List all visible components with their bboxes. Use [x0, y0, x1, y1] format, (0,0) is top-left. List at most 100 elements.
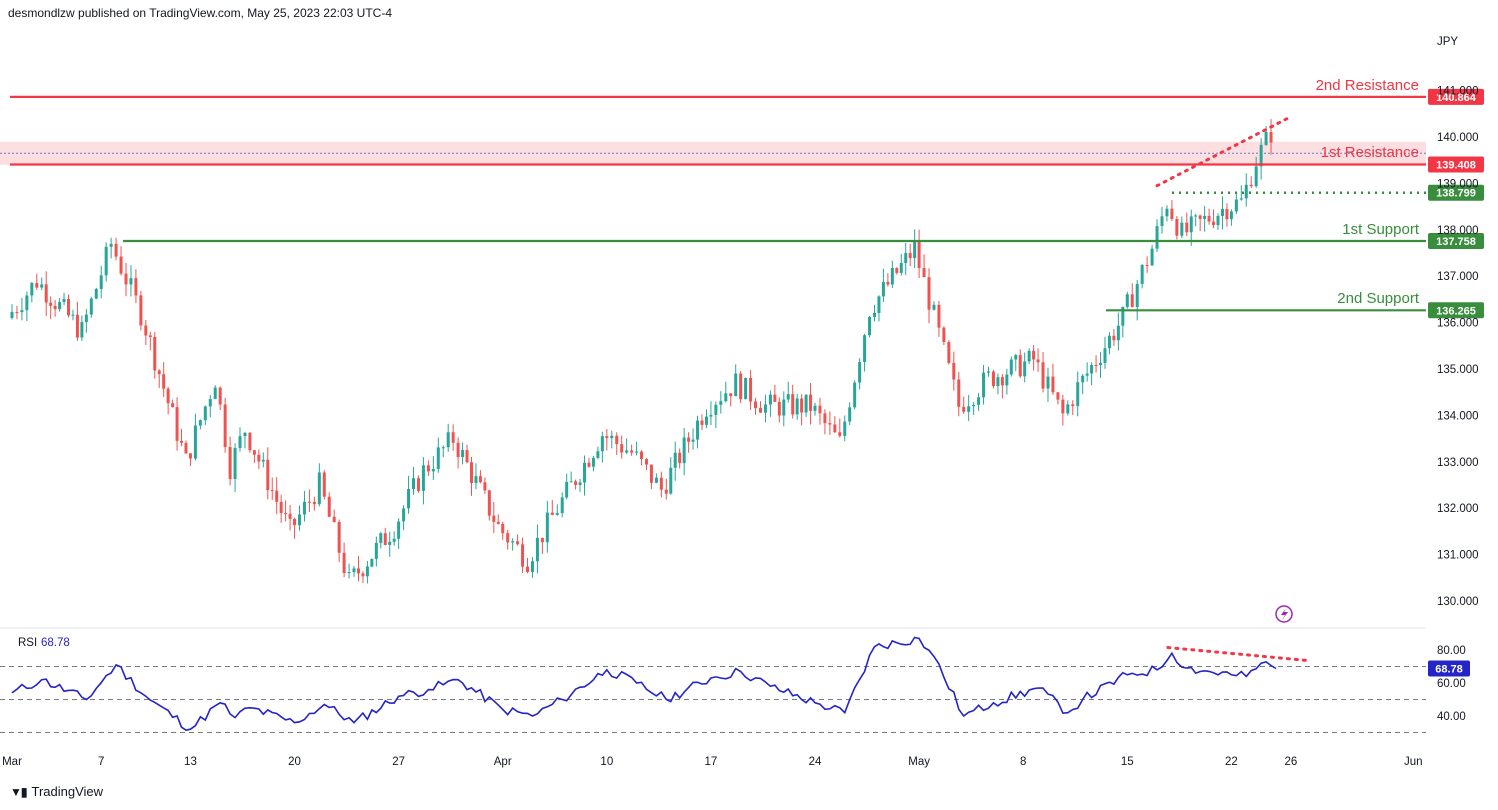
candle-body [175, 407, 179, 441]
candle-body [71, 314, 75, 316]
candle-body [1107, 335, 1111, 349]
candle-body [904, 253, 908, 263]
candle-body [388, 541, 392, 545]
candle-body [279, 501, 283, 514]
candle-body [596, 451, 600, 458]
candle-body [119, 256, 123, 274]
candle-body [758, 408, 762, 413]
price-tick-label: 140.000 [1437, 132, 1479, 144]
candle-body [795, 398, 799, 415]
time-axis[interactable]: Mar 7 13 20 27 Apr 10 17 24 May 8 15 22 26 Jun [2, 756, 1422, 768]
candle-body [134, 278, 138, 296]
level-label-r1: 1st Resistance [1321, 144, 1419, 161]
candle-body [987, 371, 991, 373]
candle-body [635, 451, 639, 453]
candle-body [881, 281, 885, 297]
price-divergence-line [1155, 114, 1294, 188]
price-tick-label: 131.000 [1437, 550, 1479, 562]
candle-body [129, 278, 133, 285]
candle-body [550, 512, 554, 515]
candle-body [530, 561, 534, 572]
candle-body [1094, 364, 1098, 366]
candle-body [49, 302, 53, 306]
candle-body [535, 537, 539, 562]
rsi-title: RSI [18, 637, 37, 649]
candlestick-series[interactable] [10, 119, 1273, 584]
candle-body [1155, 226, 1159, 249]
candle-body [114, 243, 118, 257]
candle-body [610, 435, 614, 439]
level-tag-text-r1: 139.408 [1436, 159, 1476, 171]
candle-body [786, 394, 790, 400]
candle-body [804, 394, 808, 413]
rsi-tick-label: 40.00 [1437, 711, 1466, 723]
candle-body [426, 465, 430, 472]
time-tick-label: Jun [1404, 756, 1423, 768]
candle-body [773, 394, 777, 402]
candle-body [1259, 144, 1263, 167]
candle-body [379, 533, 383, 543]
candle-body [270, 490, 274, 492]
candle-body [89, 298, 93, 315]
candle-body [62, 299, 66, 302]
candle-body [991, 371, 995, 387]
candle-body [858, 362, 862, 383]
candle-body [361, 573, 365, 577]
candle-body [749, 377, 753, 402]
candle-body [347, 572, 351, 574]
candle-body [166, 388, 170, 404]
candle-body [996, 377, 1000, 387]
candle-body [917, 241, 921, 269]
candle-body [470, 462, 474, 484]
candle-body [977, 397, 981, 405]
candle-body [10, 312, 14, 318]
time-tick-label: 7 [98, 756, 104, 768]
candle-body [1180, 222, 1184, 236]
rsi-pane[interactable]: RSI 68.78 80.00 60.00 40.00 68.78 [0, 636, 1470, 733]
candle-body [451, 432, 455, 443]
candle-body [492, 515, 496, 522]
candle-body [1036, 359, 1040, 363]
alert-icon[interactable] [1275, 605, 1293, 623]
price-tick-label: 135.000 [1437, 364, 1479, 376]
candle-body [257, 454, 261, 462]
candle-body [228, 447, 232, 479]
candle-body [407, 489, 411, 509]
candle-body [243, 432, 247, 437]
candle-body [1090, 364, 1094, 374]
candle-body [302, 501, 306, 515]
candle-body [578, 482, 582, 486]
candle-body [441, 447, 445, 449]
candle-body [53, 305, 57, 310]
candle-body [288, 513, 292, 519]
brand-footer[interactable]: ▼▮ TradingView [10, 784, 103, 799]
candle-body [297, 514, 301, 526]
time-tick-label: 15 [1121, 756, 1134, 768]
candle-body [293, 518, 297, 526]
candle-body [516, 541, 520, 545]
candle-body [813, 405, 817, 411]
candle-body [501, 523, 505, 534]
candle-body [203, 406, 207, 421]
candle-body [44, 284, 48, 303]
candle-body [744, 377, 748, 400]
candle-body [456, 442, 460, 458]
price-tick-label: 130.000 [1437, 596, 1479, 608]
candle-body [99, 275, 103, 290]
candle-body [739, 373, 743, 400]
publisher-caption: desmondlzw published on TradingView.com,… [8, 6, 392, 20]
candle-body [714, 404, 718, 415]
candle-body [84, 314, 88, 323]
candle-body [144, 325, 148, 336]
candle-body [591, 457, 595, 467]
candle-body [583, 462, 587, 483]
price-axis[interactable]: JPY 141.000 140.000 139.000 138.000 137.000 1… [1437, 36, 1479, 608]
candle-body [843, 421, 847, 436]
candle-body [30, 283, 34, 296]
candle-body [1140, 265, 1144, 284]
rsi-line [11, 636, 1277, 732]
candle-body [248, 432, 252, 451]
candle-body [153, 336, 157, 371]
candle-body [1005, 374, 1009, 386]
